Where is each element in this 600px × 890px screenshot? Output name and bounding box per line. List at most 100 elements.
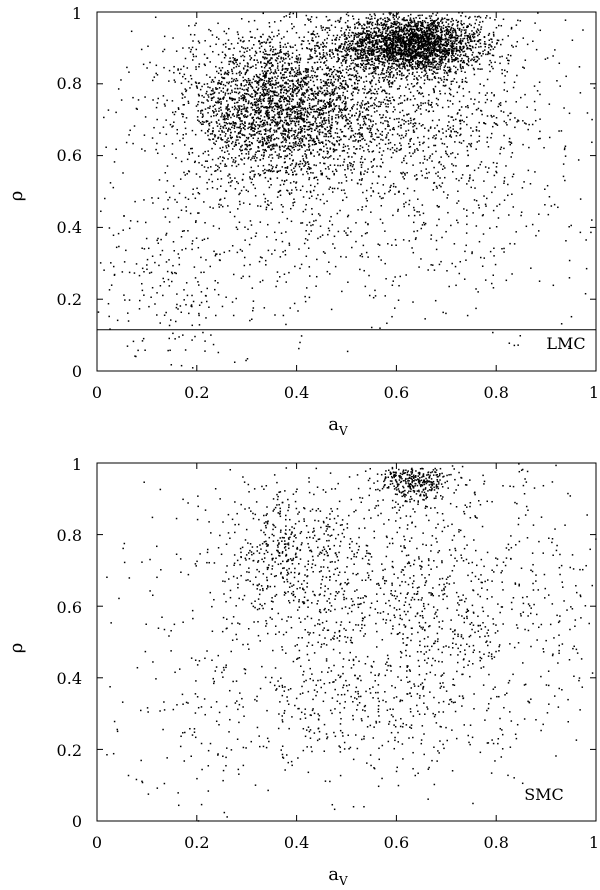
lmc-data-point (251, 103, 254, 106)
lmc-data-point (429, 55, 432, 57)
lmc-data-point (331, 170, 334, 173)
lmc-data-point (351, 130, 354, 132)
lmc-data-point (344, 40, 347, 43)
lmc-data-point (413, 54, 416, 57)
lmc-data-point (395, 63, 397, 66)
lmc-data-point (257, 137, 259, 140)
lmc-data-point (244, 92, 246, 95)
lmc-data-point (321, 57, 323, 60)
lmc-data-point (445, 26, 447, 28)
lmc-data-point (280, 57, 282, 60)
lmc-data-point (359, 139, 362, 142)
lmc-data-point (499, 62, 501, 65)
lmc-data-point (317, 66, 319, 69)
lmc-data-point (400, 44, 403, 47)
lmc-data-point (447, 32, 450, 34)
lmc-data-point (285, 231, 287, 233)
lmc-data-point (435, 14, 437, 16)
lmc-data-point (450, 55, 453, 57)
lmc-data-point (380, 73, 382, 76)
lmc-data-point (405, 76, 408, 78)
lmc-data-point (384, 56, 386, 59)
lmc-data-point (284, 77, 286, 79)
lmc-data-point (268, 83, 271, 86)
lmc-data-point (429, 46, 432, 48)
lmc-data-point (396, 34, 399, 36)
lmc-data-point (243, 106, 246, 108)
lmc-data-point (393, 55, 396, 57)
lmc-data-point (351, 40, 354, 42)
lmc-data-point (478, 24, 480, 26)
lmc-data-point (287, 129, 290, 132)
lmc-data-point (226, 89, 229, 92)
lmc-data-point (209, 139, 211, 141)
lmc-data-point (212, 110, 214, 112)
lmc-data-point (398, 30, 401, 32)
lmc-data-point (349, 117, 351, 119)
lmc-data-point (392, 44, 394, 46)
lmc-data-point (427, 38, 429, 40)
lmc-data-point (437, 68, 439, 70)
lmc-data-point (333, 173, 335, 176)
lmc-data-point (250, 106, 253, 109)
lmc-data-point (268, 105, 271, 107)
lmc-data-point (391, 53, 393, 55)
lmc-data-point (336, 127, 338, 130)
lmc-data-point (460, 59, 463, 62)
lmc-data-point (255, 101, 258, 104)
lmc-data-point (284, 54, 287, 56)
lmc-data-point (445, 40, 447, 43)
lmc-data-point (338, 58, 340, 60)
lmc-data-point (206, 83, 209, 85)
lmc-data-point (422, 37, 425, 40)
lmc-data-point (213, 142, 215, 144)
lmc-data-point (283, 127, 285, 130)
lmc-data-point (236, 135, 238, 137)
lmc-data-point (448, 61, 450, 63)
lmc-data-point (217, 137, 219, 140)
lmc-data-point (335, 39, 337, 41)
lmc-data-point (269, 77, 272, 80)
lmc-data-point (435, 72, 437, 75)
lmc-data-point (425, 57, 427, 60)
lmc-data-point (434, 41, 436, 43)
lmc-data-point (260, 61, 262, 63)
lmc-data-point (412, 46, 415, 49)
lmc-data-point (309, 167, 311, 169)
lmc-data-point (354, 82, 356, 85)
lmc-data-point (281, 179, 283, 182)
lmc-data-point (311, 123, 313, 126)
lmc-data-point (384, 23, 386, 26)
lmc-data-point (341, 43, 343, 45)
lmc-data-point (326, 126, 329, 128)
lmc-data-point (430, 69, 433, 71)
lmc-data-point (313, 98, 315, 101)
lmc-data-point (233, 78, 235, 81)
lmc-data-point (202, 152, 205, 155)
lmc-data-point (269, 89, 272, 92)
lmc-data-point (326, 67, 328, 69)
lmc-data-point (276, 62, 279, 65)
lmc-data-point (278, 127, 280, 130)
lmc-data-point (412, 95, 415, 97)
lmc-data-point (463, 50, 466, 53)
lmc-data-point (197, 101, 200, 103)
lmc-data-point (254, 101, 256, 103)
lmc-data-point (331, 51, 333, 53)
lmc-data-point (279, 156, 282, 158)
lmc-data-point (462, 45, 464, 48)
lmc-data-point (287, 131, 289, 133)
lmc-data-point (421, 31, 423, 34)
lmc-data-point (392, 48, 394, 50)
lmc-data-point (355, 64, 358, 66)
lmc-data-point (360, 38, 362, 41)
lmc-data-point (249, 94, 251, 97)
lmc-data-point (389, 52, 392, 55)
lmc-data-point (383, 65, 386, 67)
lmc-data-point (261, 119, 264, 122)
lmc-data-point (321, 172, 324, 175)
lmc-data-point (289, 93, 292, 96)
lmc-data-point (168, 196, 171, 199)
lmc-data-point (440, 62, 443, 64)
lmc-data-point (261, 70, 264, 72)
